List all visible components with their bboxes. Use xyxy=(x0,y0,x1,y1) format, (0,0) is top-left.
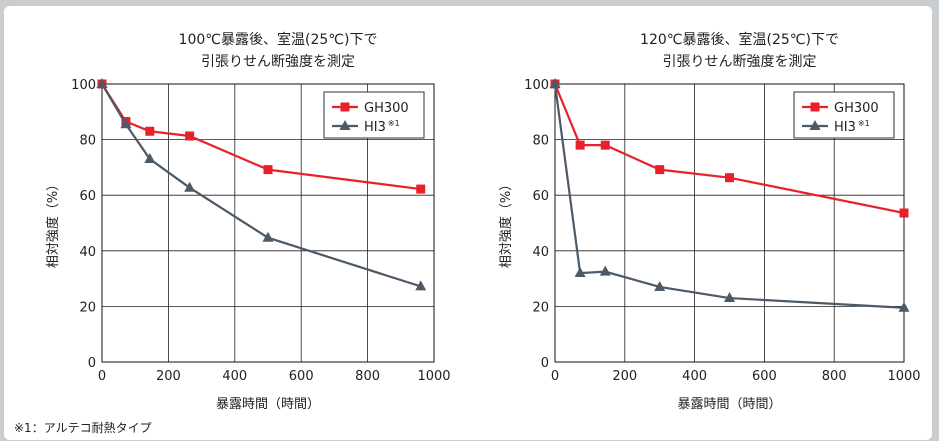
chart2-y-axis-label: 相対強度（%） xyxy=(498,178,514,268)
chart1-legend-hi3-footnote-mark: ※1 xyxy=(388,119,400,128)
chart2-hi3-point xyxy=(574,267,586,278)
chart2-legend-box xyxy=(793,91,895,139)
chart1-gh300-point xyxy=(263,165,273,175)
chart2-x-tick-label: 0 xyxy=(551,369,559,384)
chart2-title-line-1: 120℃暴露後、室温(25℃)下で xyxy=(640,31,839,48)
chart1-x-tick-label: 0 xyxy=(98,369,106,384)
chart1-plot-frame xyxy=(101,83,435,363)
chart1-gh300-point xyxy=(185,131,195,141)
chart1-y-tick-label: 40 xyxy=(79,245,96,260)
chart1-title-line-1: 100℃暴露後、室温(25℃)下で xyxy=(179,31,378,48)
chart1-y-tick-label: 80 xyxy=(79,134,96,149)
chart2-legend-gh300-marker xyxy=(810,102,820,112)
chart-panel: 100℃暴露後、室温(25℃)下で 引張りせん断強度を測定 0 200 400 600 80… xyxy=(4,6,932,440)
chart1-x-tick-label: 800 xyxy=(355,369,380,384)
chart1-legend-hi3-marker xyxy=(339,120,351,130)
chart2-y-tick-label: 20 xyxy=(532,300,549,315)
chart2-hi3-point xyxy=(898,301,910,312)
chart2-gh300-point xyxy=(655,165,665,175)
chart1-x-tick-label: 400 xyxy=(222,369,247,384)
chart2-hi3-point xyxy=(654,280,666,291)
chart2-legend-hi3-marker xyxy=(809,120,821,130)
chart1-x-tick-label: 1000 xyxy=(417,369,450,384)
chart1-hi3-point xyxy=(144,153,156,164)
chart1-legend-gh300-label: GH300 xyxy=(364,101,409,116)
footnote: ※1：アルテコ耐熱タイプ xyxy=(14,421,152,435)
chart1-gh300-line xyxy=(101,83,421,191)
chart2-x-tick-label: 400 xyxy=(682,369,707,384)
chart2-y-tick-label: 0 xyxy=(541,356,549,371)
chart1-hi3-point xyxy=(415,280,427,291)
chart1-x-axis-label: 暴露時間（時間） xyxy=(216,397,320,412)
chart1-title-line-2: 引張りせん断強度を測定 xyxy=(201,54,355,70)
chart2-x-tick-label: 1000 xyxy=(887,369,920,384)
chart2-legend-gh300-label: GH300 xyxy=(834,101,879,116)
chart2-hi3-point xyxy=(549,78,561,88)
chart1-hi3-line xyxy=(101,83,422,288)
chart1-y-tick-label: 20 xyxy=(79,300,96,315)
chart2-y-tick-label: 60 xyxy=(532,189,549,204)
chart1-gh300-point xyxy=(416,184,426,194)
chart1-legend-box xyxy=(323,91,425,139)
chart1-hi3-point xyxy=(96,78,108,88)
chart2-y-tick-label: 80 xyxy=(532,134,549,149)
chart2-gh300-point xyxy=(899,208,909,218)
chart2-gh300-line xyxy=(553,83,905,215)
chart1-hi3-point xyxy=(262,231,274,242)
chart2-gh300-point xyxy=(600,140,610,150)
chart1-x-tick-label: 200 xyxy=(156,369,181,384)
chart1-hi3-point xyxy=(184,181,196,192)
chart2-x-tick-label: 600 xyxy=(752,369,777,384)
chart1-y-tick-label: 0 xyxy=(88,356,96,371)
chart2-hi3-point xyxy=(724,292,735,303)
chart2-hi3-point xyxy=(599,265,611,276)
chart2-gh300-point xyxy=(575,140,585,150)
chart1-gh300-point xyxy=(145,126,155,136)
chart1-y-tick-label: 100 xyxy=(71,78,96,93)
chart1-x-tick-label: 600 xyxy=(289,369,314,384)
chart2-plot-frame xyxy=(554,83,905,363)
chart2-x-tick-label: 800 xyxy=(822,369,847,384)
chart2-y-tick-label: 40 xyxy=(532,245,549,260)
chart1-hi3-point xyxy=(120,118,132,129)
chart1-y-axis-label: 相対強度（%） xyxy=(45,178,61,268)
chart2-legend-hi3-footnote-mark: ※1 xyxy=(858,119,870,128)
chart1-y-tick-label: 60 xyxy=(79,189,96,204)
chart2-y-tick-label: 100 xyxy=(524,78,549,93)
chart2-gh300-point xyxy=(725,173,734,183)
chart2-title-line-2: 引張りせん断強度を測定 xyxy=(663,54,817,70)
chart2-x-tick-label: 200 xyxy=(612,369,637,384)
chart2-x-axis-label: 暴露時間（時間） xyxy=(677,397,781,412)
chart2-hi3-line xyxy=(553,83,905,309)
chart1-legend-gh300-marker xyxy=(340,102,350,112)
